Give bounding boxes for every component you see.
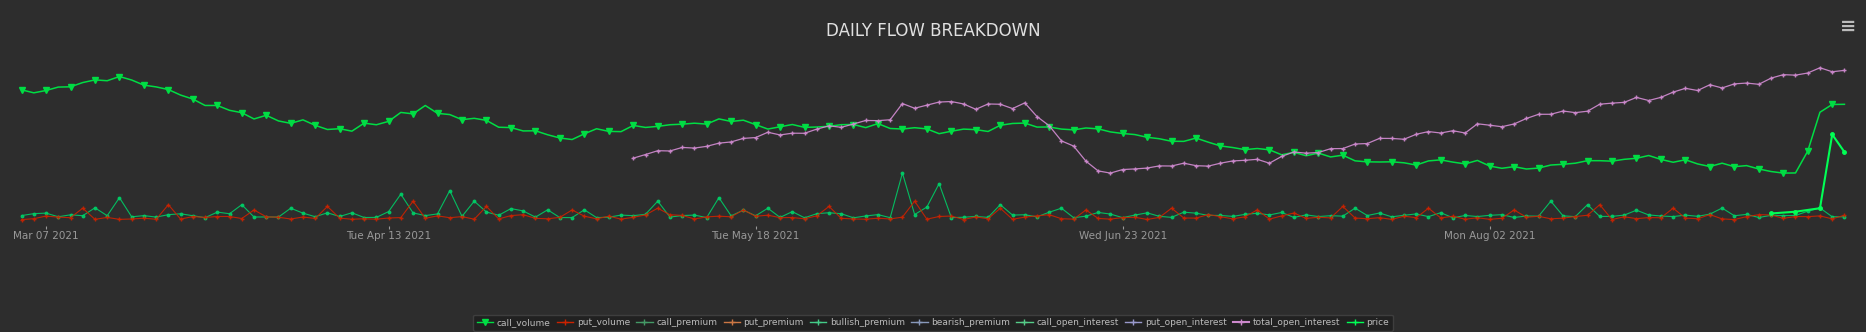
- Legend: call_volume, put_volume, call_premium, put_premium, bullish_premium, bearish_pre: call_volume, put_volume, call_premium, p…: [474, 315, 1392, 331]
- Text: ≡: ≡: [1840, 17, 1857, 36]
- Title: DAILY FLOW BREAKDOWN: DAILY FLOW BREAKDOWN: [825, 22, 1041, 40]
